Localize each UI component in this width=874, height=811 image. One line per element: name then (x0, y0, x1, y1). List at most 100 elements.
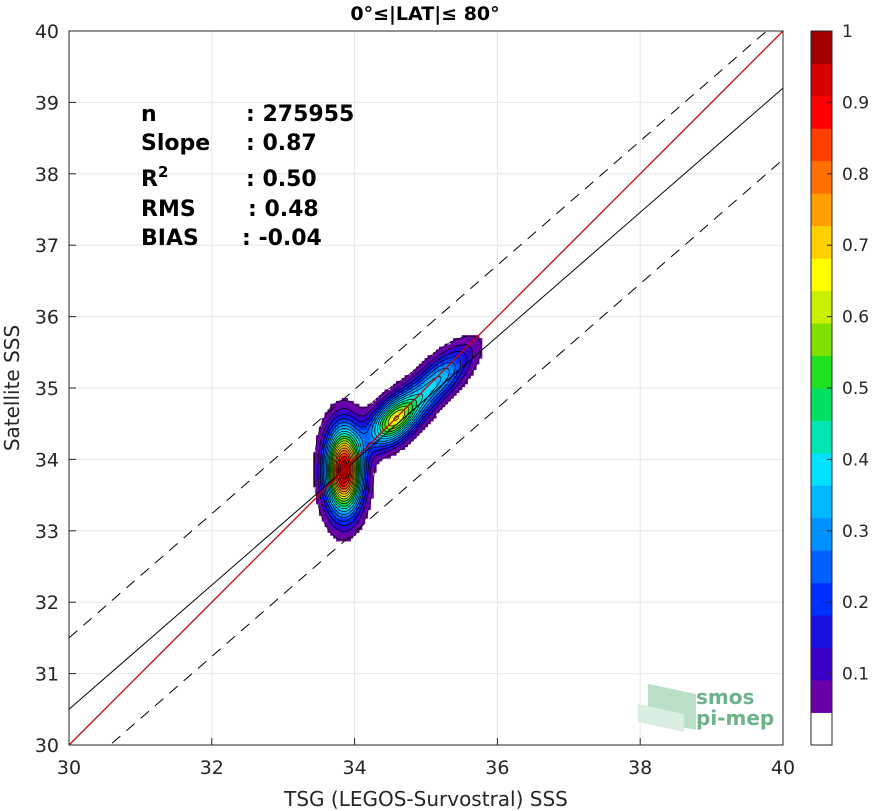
density-cell (316, 455, 320, 459)
density-cell (461, 369, 466, 373)
density-cell (316, 443, 320, 448)
density-cell (381, 446, 386, 451)
density-cell (433, 403, 437, 408)
density-cell (327, 420, 331, 425)
density-cell (387, 446, 391, 451)
density-cell (410, 420, 414, 425)
density-cell (378, 398, 383, 402)
density-cell (341, 440, 346, 445)
density-cell (330, 517, 334, 522)
density-cell (358, 409, 363, 413)
colorbar-segment (811, 452, 832, 486)
density-cell (407, 389, 411, 393)
density-cell (455, 378, 460, 382)
density-cell (436, 409, 440, 413)
density-cell (427, 378, 431, 382)
density-cell (358, 512, 363, 516)
density-cell (464, 340, 469, 345)
density-cell (381, 406, 386, 411)
density-cell (327, 497, 331, 502)
density-cell (358, 435, 363, 439)
density-cell (433, 363, 437, 368)
density-cell (396, 446, 400, 451)
density-cell (358, 440, 363, 445)
density-cell (384, 392, 389, 396)
density-cell (438, 398, 443, 402)
density-cell (475, 338, 480, 342)
density-cell (404, 409, 409, 413)
density-cell (401, 429, 406, 433)
density-cell (333, 417, 337, 422)
density-cell (353, 446, 357, 451)
density-cell (367, 466, 371, 470)
density-cell (376, 437, 380, 442)
density-cell (407, 417, 411, 422)
density-cell (327, 469, 331, 473)
density-cell (450, 372, 454, 376)
density-cell (350, 475, 354, 479)
density-cell (418, 383, 423, 388)
density-cell (347, 529, 351, 533)
density-cell (353, 415, 357, 419)
density-cell (341, 477, 346, 482)
density-cell (330, 529, 334, 533)
colorbar-tick-label: 0.2 (842, 593, 869, 613)
density-cell (444, 363, 449, 368)
density-cell (333, 409, 337, 413)
density-cell (356, 523, 360, 528)
density-cell (453, 340, 457, 345)
density-cell (327, 517, 331, 522)
density-cell (421, 392, 426, 396)
density-cell (398, 403, 403, 408)
density-cell (393, 400, 397, 405)
density-cell (387, 403, 391, 408)
density-cell (316, 457, 320, 462)
density-cell (361, 497, 366, 502)
colorbar-tick-label: 0.6 (842, 308, 869, 328)
density-cell (330, 452, 334, 456)
density-cell (367, 440, 371, 445)
density-cell (341, 463, 346, 468)
density-cell (390, 395, 394, 399)
density-cell (418, 375, 423, 379)
density-cell (455, 375, 460, 379)
density-cell (424, 400, 429, 405)
density-cell (424, 398, 429, 402)
density-cell (450, 349, 454, 353)
density-cell (444, 358, 449, 362)
density-cell (336, 409, 340, 413)
density-cell (341, 532, 346, 536)
density-cell (336, 486, 340, 490)
density-cell (347, 526, 351, 530)
density-cell (347, 412, 351, 416)
density-cell (453, 375, 457, 379)
density-cell (444, 389, 449, 393)
density-cell (364, 472, 369, 476)
density-cell (407, 426, 411, 431)
density-cell (398, 417, 403, 422)
y-tick-label: 33 (35, 521, 59, 543)
density-cell (321, 435, 326, 439)
density-cell (341, 515, 346, 519)
density-cell (453, 349, 457, 353)
density-cell (410, 378, 414, 382)
density-cell (364, 477, 369, 482)
density-cell (410, 380, 414, 385)
density-cell (361, 515, 366, 519)
density-cell (384, 449, 389, 453)
density-cell (344, 400, 349, 405)
density-cell (436, 358, 440, 362)
density-cell (338, 477, 343, 482)
density-cell (473, 363, 477, 368)
density-cell (475, 358, 480, 362)
density-cell (396, 412, 400, 416)
density-cell (410, 417, 414, 422)
density-cell (330, 420, 334, 425)
density-cell (327, 526, 331, 530)
density-cell (398, 437, 403, 442)
density-cell (330, 466, 334, 470)
density-cell (356, 435, 360, 439)
density-cell (336, 512, 340, 516)
density-cell (336, 520, 340, 525)
density-cell (356, 415, 360, 419)
